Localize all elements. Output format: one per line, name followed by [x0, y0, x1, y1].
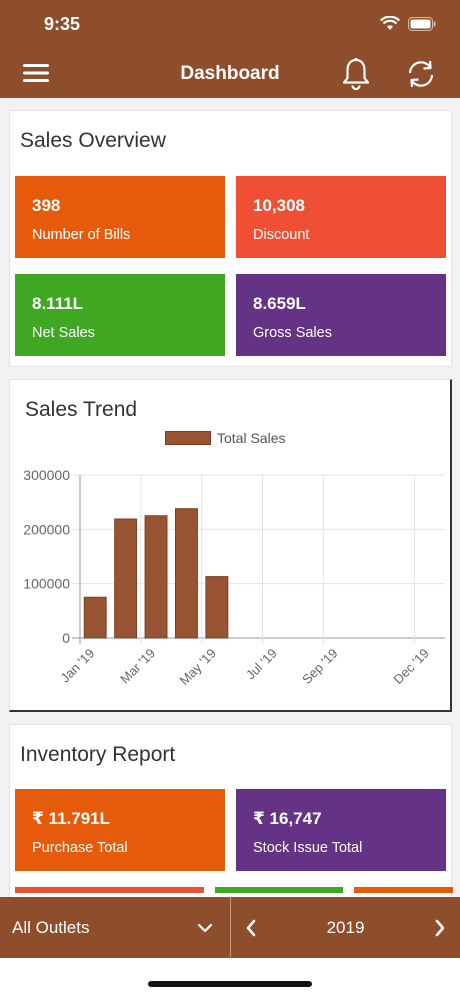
- y-tick-label: 200000: [23, 521, 70, 537]
- y-tick-label: 0: [62, 630, 70, 646]
- x-tick-label: Jan '19: [57, 646, 97, 686]
- refresh-button[interactable]: [403, 57, 439, 91]
- refresh-icon: [408, 60, 434, 88]
- home-area: [0, 958, 460, 996]
- sales-overview-card: Sales Overview 398 Number of Bills 10,30…: [9, 110, 452, 367]
- notifications-button[interactable]: [338, 56, 374, 92]
- net-sales-label: Net Sales: [32, 325, 95, 341]
- wifi-icon: [380, 16, 400, 30]
- menu-button[interactable]: [20, 60, 52, 86]
- year-selector: 2019: [231, 897, 460, 958]
- sales-overview-title: Sales Overview: [20, 129, 166, 152]
- discount-tile[interactable]: 10,308 Discount: [236, 176, 446, 258]
- sales-trend-card: Sales Trend Total Sales 0 100000 200000 300…: [9, 379, 452, 712]
- legend-label: Total Sales: [217, 430, 286, 446]
- x-tick-label: Jul '19: [243, 646, 280, 683]
- stock-issue-label: Stock Issue Total: [253, 840, 363, 856]
- net-sales-tile[interactable]: 8.111L Net Sales: [15, 274, 225, 356]
- chart-bar: [83, 596, 107, 639]
- sales-trend-title: Sales Trend: [25, 398, 138, 421]
- bills-value: 398: [32, 196, 61, 215]
- x-tick-label: Mar '19: [117, 646, 158, 687]
- bell-icon: [342, 57, 370, 91]
- year-label: 2019: [326, 918, 365, 937]
- partial-tile-orange: [354, 887, 453, 893]
- outlet-selector[interactable]: All Outlets: [0, 897, 230, 958]
- purchase-total-label: Purchase Total: [32, 840, 128, 856]
- chart-bar: [114, 518, 138, 639]
- y-tick-label: 300000: [23, 467, 70, 483]
- previous-year-button[interactable]: [237, 913, 265, 943]
- stock-issue-tile[interactable]: ₹ 16,747 Stock Issue Total: [236, 789, 446, 871]
- chevron-right-icon: [435, 919, 445, 937]
- x-tick-label: Sep '19: [299, 646, 340, 687]
- page-title: Dashboard: [180, 63, 280, 84]
- gross-sales-value: 8.659L: [253, 294, 306, 313]
- home-indicator[interactable]: [148, 981, 312, 987]
- partial-tile-green: [215, 887, 343, 893]
- discount-value: 10,308: [253, 196, 305, 215]
- status-bar: 9:35: [0, 0, 460, 48]
- chart-bar: [205, 576, 229, 639]
- gross-sales-tile[interactable]: 8.659L Gross Sales: [236, 274, 446, 356]
- chart-bar: [144, 515, 168, 639]
- x-tick-label: Dec '19: [390, 646, 431, 687]
- battery-icon: [408, 16, 436, 31]
- outlet-label: All Outlets: [12, 918, 90, 937]
- discount-label: Discount: [253, 227, 310, 243]
- inventory-title: Inventory Report: [20, 743, 176, 766]
- chevron-down-icon: [197, 923, 213, 933]
- bills-tile[interactable]: 398 Number of Bills: [15, 176, 225, 258]
- y-tick-label: 100000: [23, 576, 70, 592]
- inventory-card: Inventory Report ₹ 11.791L Purchase Tota…: [9, 724, 453, 897]
- chart-bar: [175, 508, 198, 639]
- chevron-left-icon: [246, 919, 256, 937]
- purchase-total-tile[interactable]: ₹ 11.791L Purchase Total: [15, 789, 225, 871]
- x-tick-label: May '19: [176, 646, 219, 689]
- filter-divider: [230, 897, 231, 958]
- stock-issue-value: ₹ 16,747: [253, 809, 322, 828]
- system-indicators: [380, 16, 436, 31]
- purchase-total-value: ₹ 11.791L: [32, 809, 110, 828]
- next-year-button[interactable]: [426, 913, 454, 943]
- sales-trend-chart: 0 100000 200000 300000 Jan '19 Mar '19 May '19…: [23, 467, 445, 689]
- nav-bar: Dashboard: [0, 48, 460, 98]
- partial-tile-red: [15, 887, 204, 893]
- net-sales-value: 8.111L: [32, 294, 84, 313]
- chart-legend: Total Sales: [165, 430, 285, 446]
- status-time: 9:35: [44, 14, 81, 34]
- legend-swatch: [165, 431, 211, 445]
- gross-sales-label: Gross Sales: [253, 325, 332, 341]
- hamburger-icon: [23, 64, 49, 82]
- filter-bar: All Outlets 2019: [0, 897, 460, 958]
- bills-label: Number of Bills: [32, 227, 131, 243]
